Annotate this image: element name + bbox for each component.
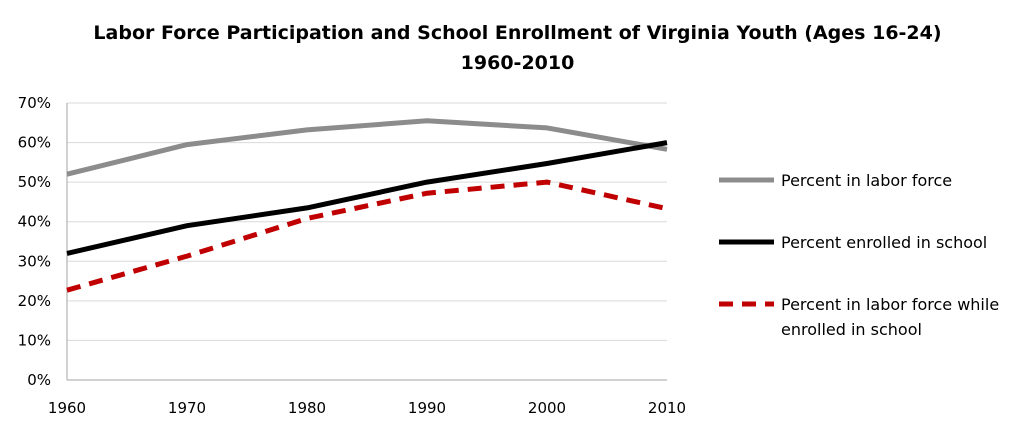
x-tick-label-1960: 1960: [48, 399, 86, 417]
legend: Percent in labor force Percent enrolled i…: [719, 171, 999, 339]
y-tick-label-60: 60%: [18, 134, 51, 152]
x-tick-label-1980: 1980: [288, 399, 326, 417]
chart-subtitle: 1960-2010: [460, 52, 575, 74]
y-axis-tick-labels: 0% 10% 20% 30% 40% 50% 60% 70%: [18, 94, 51, 389]
x-tick-label-2000: 2000: [528, 399, 566, 417]
series-line-2: [66, 140, 668, 256]
series-line-1: [66, 118, 668, 177]
y-tick-label-20: 20%: [18, 292, 51, 310]
series-line-3: [66, 179, 668, 293]
legend-label-2-line-1: Percent enrolled in school: [781, 233, 987, 252]
chart-title-block: Labor Force Participation and School Enr…: [0, 18, 1035, 78]
legend-label-3-line-1: Percent in labor force while: [781, 295, 999, 314]
y-tick-label-10: 10%: [18, 331, 51, 349]
y-tick-label-40: 40%: [18, 213, 51, 231]
x-tick-label-1970: 1970: [168, 399, 206, 417]
y-tick-label-0: 0%: [27, 371, 51, 389]
series-lines: [66, 118, 668, 293]
y-tick-label-50: 50%: [18, 173, 51, 191]
axes: [66, 103, 667, 381]
y-tick-label-70: 70%: [18, 94, 51, 112]
gridlines: [67, 102, 667, 341]
y-tick-label-30: 30%: [18, 252, 51, 270]
legend-label-3-line-2: enrolled in school: [781, 320, 922, 339]
x-tick-label-1990: 1990: [408, 399, 446, 417]
chart-title: Labor Force Participation and School Enr…: [93, 22, 942, 44]
x-tick-label-2010: 2010: [648, 399, 686, 417]
legend-label-1-line-1: Percent in labor force: [781, 171, 952, 190]
x-axis-tick-labels: 1960 1970 1980 1990 2000 2010: [48, 399, 686, 417]
